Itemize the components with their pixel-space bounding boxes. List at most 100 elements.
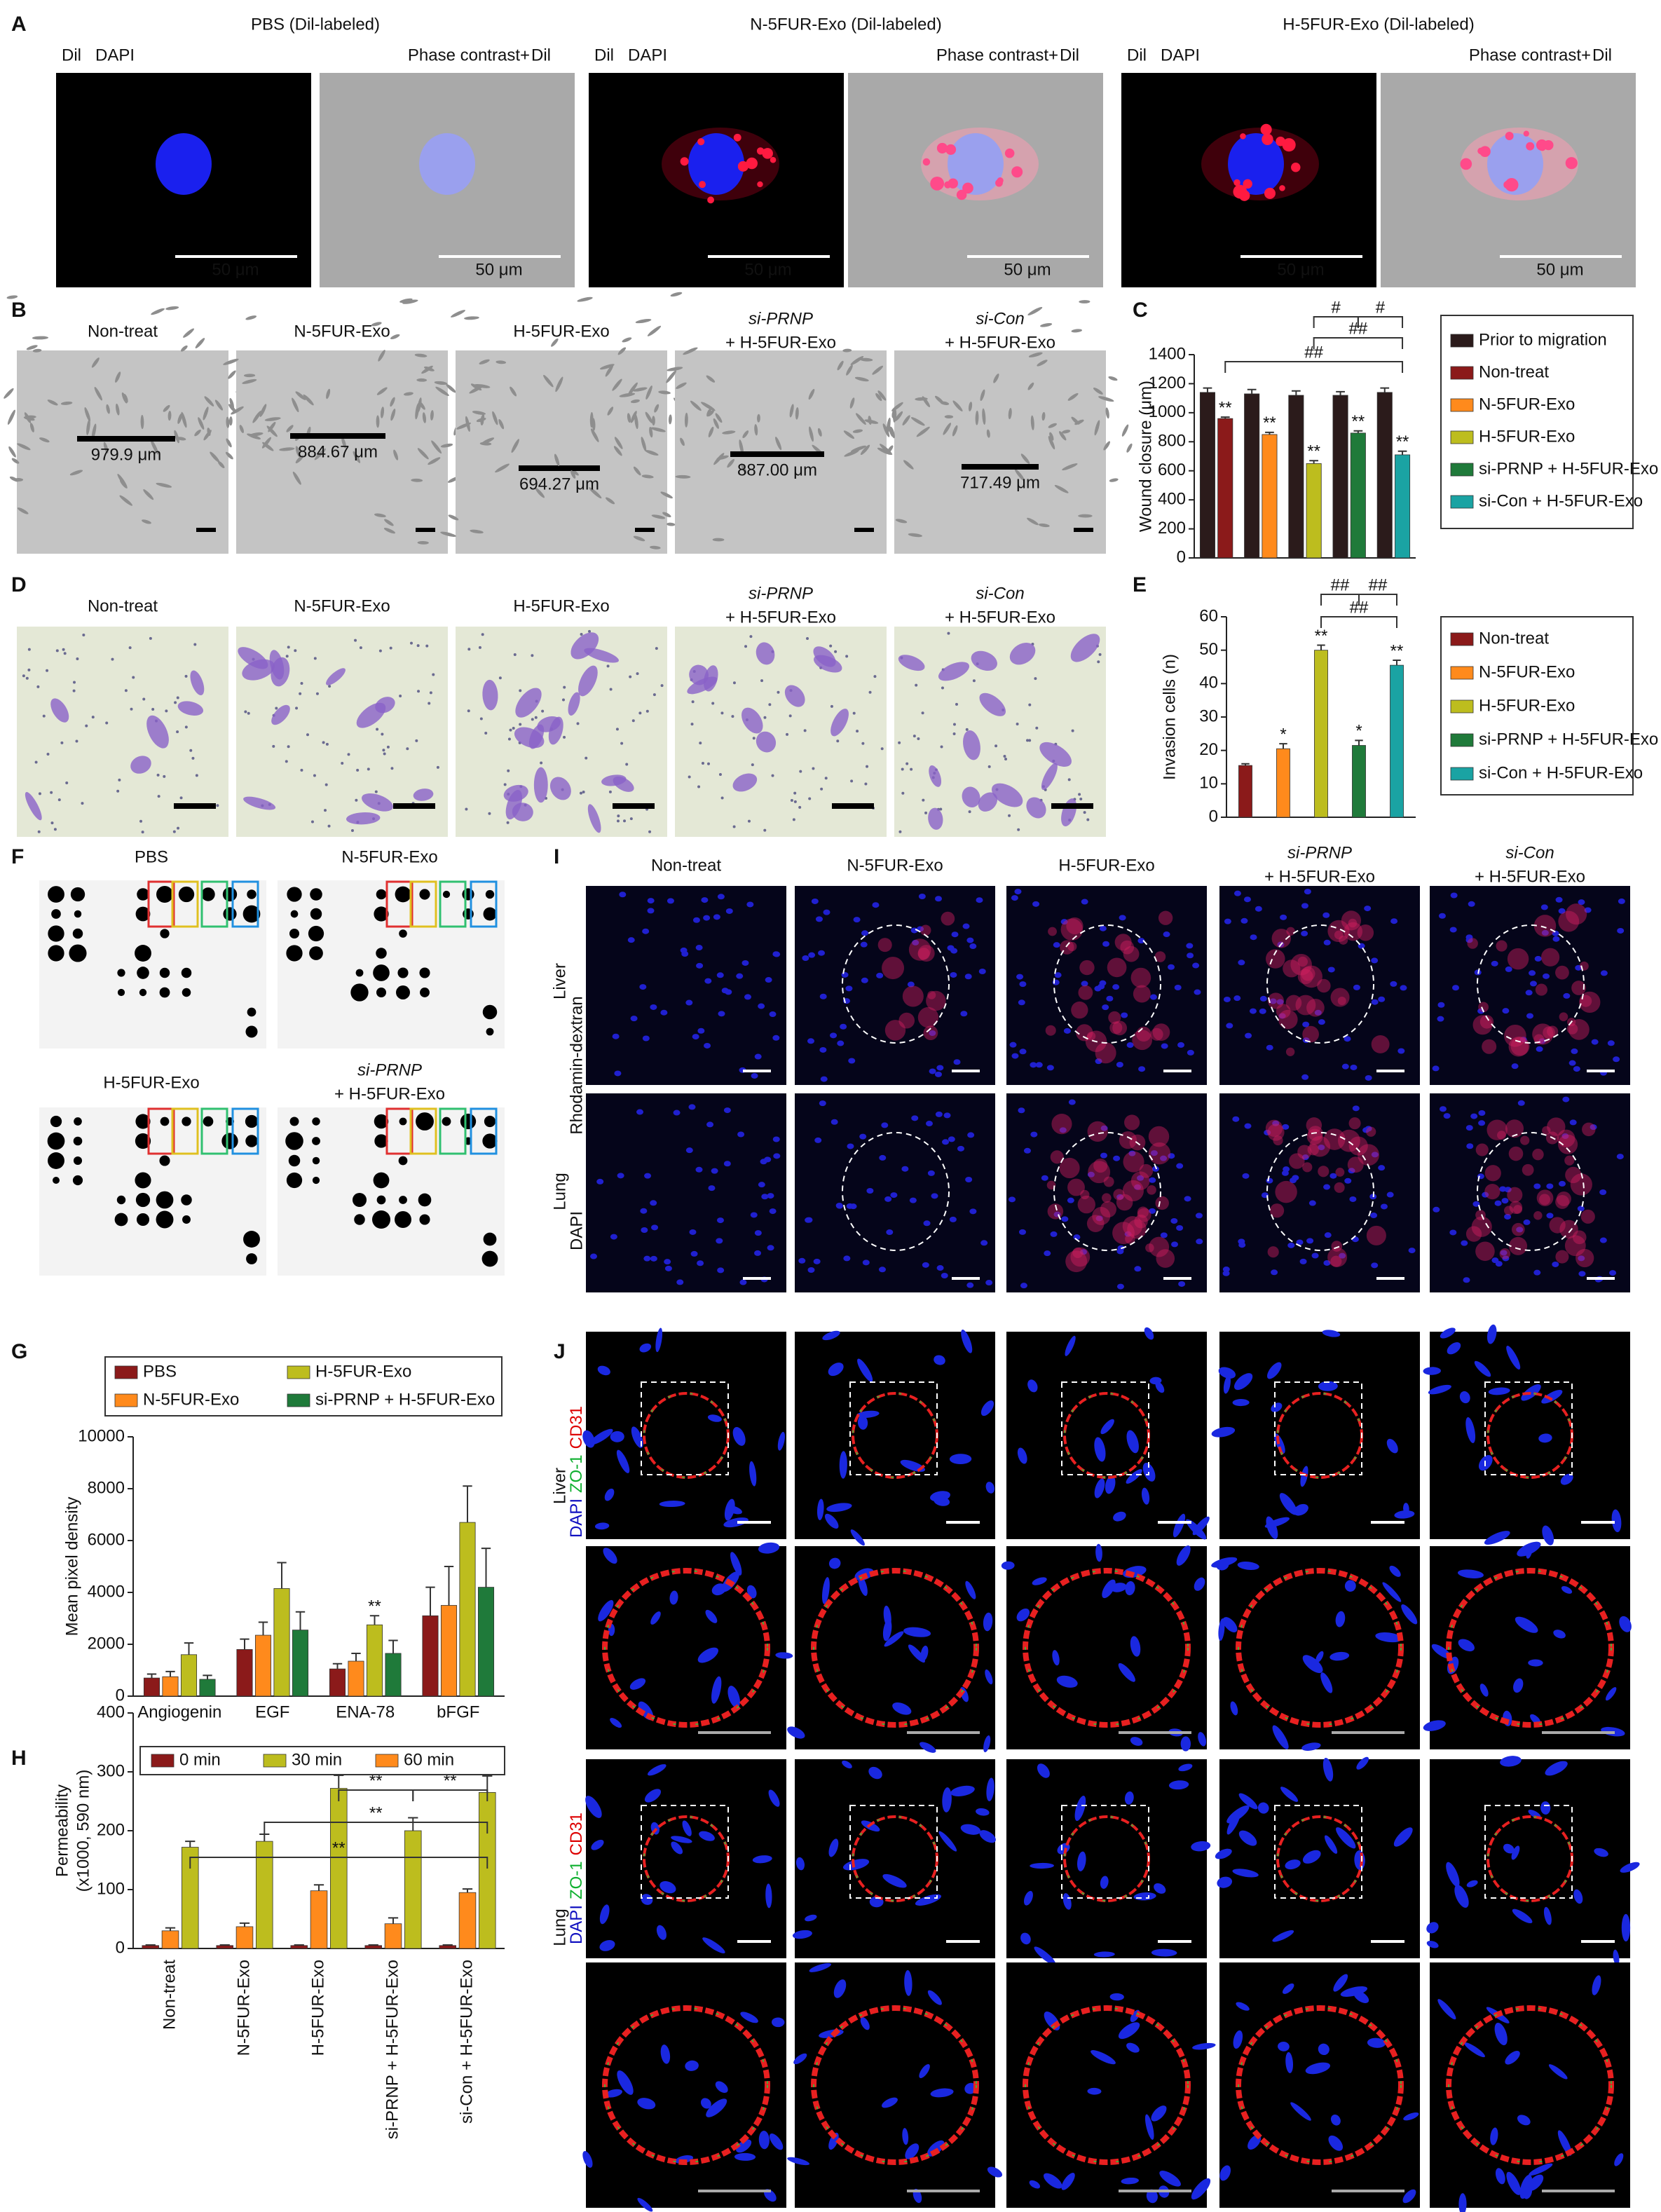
bracket — [1357, 316, 1404, 328]
nucleus — [1016, 974, 1024, 980]
dextran-signal — [902, 985, 924, 1007]
pore — [216, 804, 219, 807]
nucleus — [749, 1461, 757, 1487]
pore — [55, 649, 59, 653]
cell-texture — [843, 430, 855, 439]
blot-spot — [159, 1155, 170, 1166]
cell-texture — [440, 531, 456, 537]
nucleus — [962, 923, 970, 929]
dextran-signal — [1549, 1217, 1566, 1234]
y-axis-label: Invasion cells (n) — [1160, 654, 1179, 780]
cell-texture — [739, 439, 744, 456]
pore — [941, 686, 944, 690]
legend-label: Non-treat — [1479, 629, 1549, 648]
cell-texture — [384, 519, 394, 526]
dextran-signal — [1339, 935, 1348, 945]
nucleus — [1285, 1859, 1301, 1870]
nucleus — [1137, 938, 1145, 944]
invading-cell — [146, 715, 169, 749]
error-bar — [258, 1621, 268, 1636]
nucleus — [969, 943, 977, 950]
nucleus — [882, 1619, 892, 1641]
exosome-dot — [936, 142, 948, 154]
tight-junction — [813, 2007, 977, 2163]
nucleus — [1219, 2165, 1231, 2181]
group-label: + H-5FUR-Exo — [945, 333, 1055, 352]
nucleus — [717, 1267, 725, 1274]
nucleus — [1233, 890, 1241, 896]
nucleus — [1450, 892, 1458, 899]
dextran-signal — [1156, 1249, 1175, 1268]
nucleus — [860, 2016, 870, 2030]
nucleus — [659, 1501, 685, 1508]
dextran-signal — [1371, 1035, 1390, 1053]
nucleus — [839, 1451, 847, 1479]
nucleus — [1494, 2022, 1508, 2046]
dextran-signal — [1306, 1128, 1323, 1145]
dextran-signal — [1579, 991, 1601, 1013]
cell-texture — [742, 430, 749, 439]
nucleus — [1191, 2178, 1211, 2200]
pore — [163, 774, 166, 778]
cell-texture — [431, 440, 442, 454]
nucleus — [1546, 1183, 1554, 1189]
significance-mark: ** — [1307, 442, 1320, 461]
nucleus — [1529, 970, 1536, 976]
tissue-image — [795, 886, 995, 1085]
nucleus — [1305, 2062, 1331, 2075]
nucleus — [980, 1400, 994, 1416]
pore — [124, 689, 128, 692]
bracket-label: # — [1376, 298, 1386, 317]
nucleus — [616, 1449, 630, 1473]
nucleus — [1217, 1876, 1233, 1888]
nucleus — [1109, 1993, 1124, 2001]
legend-swatch — [1450, 463, 1474, 477]
cell-texture — [606, 497, 615, 505]
pore — [873, 675, 877, 678]
pore — [382, 749, 385, 752]
nucleus — [1459, 1391, 1470, 1404]
nucleus — [826, 1503, 852, 1513]
pore — [912, 735, 916, 738]
nucleus — [1278, 1013, 1286, 1019]
nucleus — [713, 914, 720, 920]
exosome-dot — [995, 179, 1003, 187]
cell-texture — [645, 385, 652, 400]
dextran-signal — [1335, 1168, 1345, 1177]
dextran-signal — [1066, 917, 1084, 935]
cell-texture — [795, 407, 799, 420]
cell-texture — [1093, 388, 1103, 395]
pore — [947, 631, 950, 635]
stain-name: CD31 — [567, 1406, 586, 1449]
nucleus — [1403, 1503, 1409, 1515]
invading-cell — [687, 676, 718, 695]
nucleus — [847, 1143, 854, 1149]
wound-width-label: 694.27 μm — [519, 475, 599, 493]
dextran-signal — [1520, 1135, 1530, 1145]
nucleus — [737, 1131, 745, 1138]
nucleus — [740, 2012, 758, 2023]
nucleus — [1279, 1493, 1297, 1515]
pore — [507, 769, 510, 772]
cell-texture — [895, 519, 908, 524]
nucleus — [1432, 1065, 1440, 1072]
exosome-dot — [1243, 179, 1252, 189]
nucleus — [1149, 994, 1157, 1000]
exosome-dot — [737, 161, 749, 172]
cell-texture — [842, 348, 852, 353]
bar — [1199, 392, 1215, 559]
nucleus — [1020, 1932, 1031, 1945]
nucleus — [1100, 1125, 1108, 1131]
pore — [76, 657, 79, 661]
pore — [952, 723, 956, 726]
nucleus — [596, 1178, 604, 1184]
nucleus — [904, 1969, 912, 1996]
nucleus — [1282, 1124, 1290, 1130]
nucleus — [695, 945, 703, 951]
nucleus — [688, 133, 744, 195]
cell-texture — [117, 474, 128, 488]
nucleus — [1600, 970, 1608, 976]
y-tick-label: 6000 — [88, 1530, 125, 1549]
nucleus — [1591, 1039, 1599, 1045]
nucleus — [1538, 1038, 1546, 1044]
